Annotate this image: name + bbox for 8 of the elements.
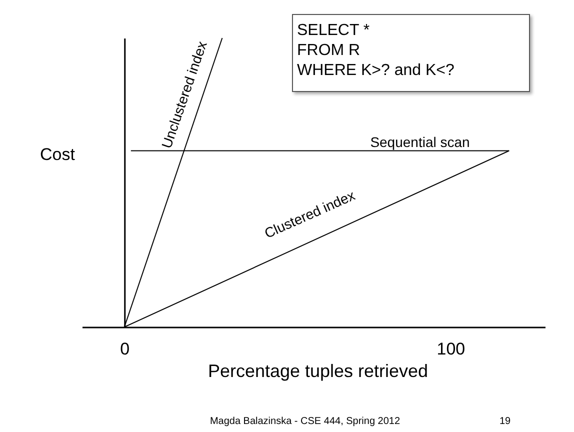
x-axis-title: Percentage tuples retrieved	[208, 361, 428, 381]
annotation: SELECT * FROM R WHERE K>? and K<?	[297, 22, 455, 79]
text: Magda Balazinska - CSE 444, Spring 2012	[210, 416, 400, 427]
y-axis-title: Cost	[40, 145, 76, 164]
x-tick-label: 100	[436, 340, 466, 358]
text: 19	[499, 416, 511, 427]
x-tick-label: 0	[120, 340, 130, 358]
series-label: Sequential scan	[370, 134, 470, 150]
